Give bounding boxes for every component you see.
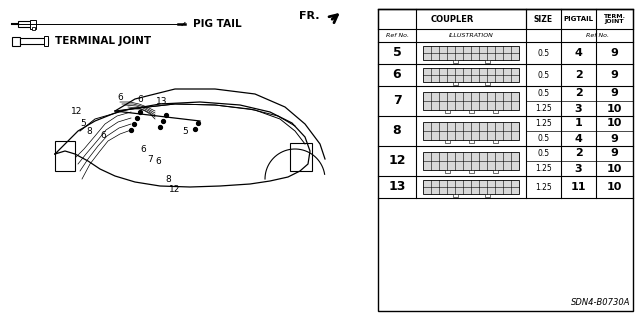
Bar xyxy=(44,36,48,46)
Text: Ref No.: Ref No. xyxy=(385,33,408,38)
Bar xyxy=(290,143,312,171)
Text: 2: 2 xyxy=(575,149,582,159)
Bar xyxy=(423,181,519,194)
Bar xyxy=(445,110,449,113)
Bar xyxy=(423,68,519,82)
Text: 8: 8 xyxy=(86,127,92,136)
Text: 1.25: 1.25 xyxy=(535,182,552,191)
Text: SIZE: SIZE xyxy=(534,14,553,24)
Text: TERMINAL JOINT: TERMINAL JOINT xyxy=(55,36,151,46)
Text: ILLUSTRATION: ILLUSTRATION xyxy=(449,33,493,38)
Bar xyxy=(30,19,36,28)
Text: 6: 6 xyxy=(117,93,123,101)
Bar xyxy=(493,170,497,173)
Text: 10: 10 xyxy=(607,118,622,129)
Text: 1.25: 1.25 xyxy=(535,119,552,128)
Bar xyxy=(452,194,458,197)
Text: 9: 9 xyxy=(611,133,618,144)
Bar xyxy=(468,170,474,173)
Text: 6: 6 xyxy=(155,157,161,166)
Text: 9: 9 xyxy=(611,149,618,159)
Text: 6: 6 xyxy=(140,145,146,153)
Text: Ref No.: Ref No. xyxy=(586,33,609,38)
Text: 13: 13 xyxy=(388,181,406,194)
Text: 5: 5 xyxy=(182,127,188,136)
Bar xyxy=(452,60,458,63)
Bar xyxy=(484,194,490,197)
Bar xyxy=(484,60,490,63)
Bar xyxy=(32,27,35,30)
Text: 6: 6 xyxy=(100,131,106,140)
Text: 12: 12 xyxy=(170,184,180,194)
Bar xyxy=(452,82,458,85)
Text: 7: 7 xyxy=(392,94,401,108)
Text: COUPLER: COUPLER xyxy=(430,14,474,24)
Text: 0.5: 0.5 xyxy=(538,134,550,143)
Bar xyxy=(423,122,519,140)
Text: 7: 7 xyxy=(147,154,153,164)
Bar xyxy=(378,9,633,311)
Text: 2: 2 xyxy=(575,70,582,80)
Text: 5: 5 xyxy=(392,47,401,60)
Text: PIG TAIL: PIG TAIL xyxy=(193,19,242,29)
Text: 4: 4 xyxy=(575,48,582,58)
Text: TERM.
JOINT: TERM. JOINT xyxy=(604,14,625,24)
Bar xyxy=(484,82,490,85)
Text: 12: 12 xyxy=(388,154,406,167)
Bar xyxy=(468,110,474,113)
Text: 1.25: 1.25 xyxy=(535,164,552,173)
Text: 9: 9 xyxy=(611,70,618,80)
Text: 1: 1 xyxy=(575,118,582,129)
Text: 0.5: 0.5 xyxy=(538,89,550,98)
Text: 9: 9 xyxy=(611,48,618,58)
Bar xyxy=(423,46,519,60)
Text: 12: 12 xyxy=(71,108,83,116)
Text: 9: 9 xyxy=(611,88,618,99)
Text: 0.5: 0.5 xyxy=(538,149,550,158)
Text: 2: 2 xyxy=(575,88,582,99)
Text: 8: 8 xyxy=(393,124,401,137)
Text: 0.5: 0.5 xyxy=(538,70,550,79)
Text: 4: 4 xyxy=(575,133,582,144)
Bar xyxy=(493,140,497,143)
Bar xyxy=(423,92,519,110)
Bar xyxy=(493,110,497,113)
Bar xyxy=(12,36,20,46)
Text: 13: 13 xyxy=(156,97,168,106)
Text: 3: 3 xyxy=(575,103,582,114)
Text: 10: 10 xyxy=(607,182,622,192)
Text: 5: 5 xyxy=(80,118,86,128)
Bar xyxy=(445,140,449,143)
Text: PIGTAIL: PIGTAIL xyxy=(563,16,593,22)
Text: 10: 10 xyxy=(607,103,622,114)
Text: 6: 6 xyxy=(393,69,401,81)
Text: 1.25: 1.25 xyxy=(535,104,552,113)
Text: SDN4-B0730A: SDN4-B0730A xyxy=(570,298,630,307)
Bar xyxy=(445,170,449,173)
Bar xyxy=(20,38,48,44)
Bar xyxy=(18,21,34,27)
Bar xyxy=(423,152,519,170)
Bar xyxy=(468,140,474,143)
Text: 11: 11 xyxy=(571,182,586,192)
Text: FR.: FR. xyxy=(300,11,320,21)
Text: 0.5: 0.5 xyxy=(538,48,550,57)
Text: 3: 3 xyxy=(575,164,582,174)
Bar xyxy=(55,141,75,171)
Text: 10: 10 xyxy=(607,164,622,174)
Text: 8: 8 xyxy=(165,174,171,183)
Text: 6: 6 xyxy=(137,94,143,103)
